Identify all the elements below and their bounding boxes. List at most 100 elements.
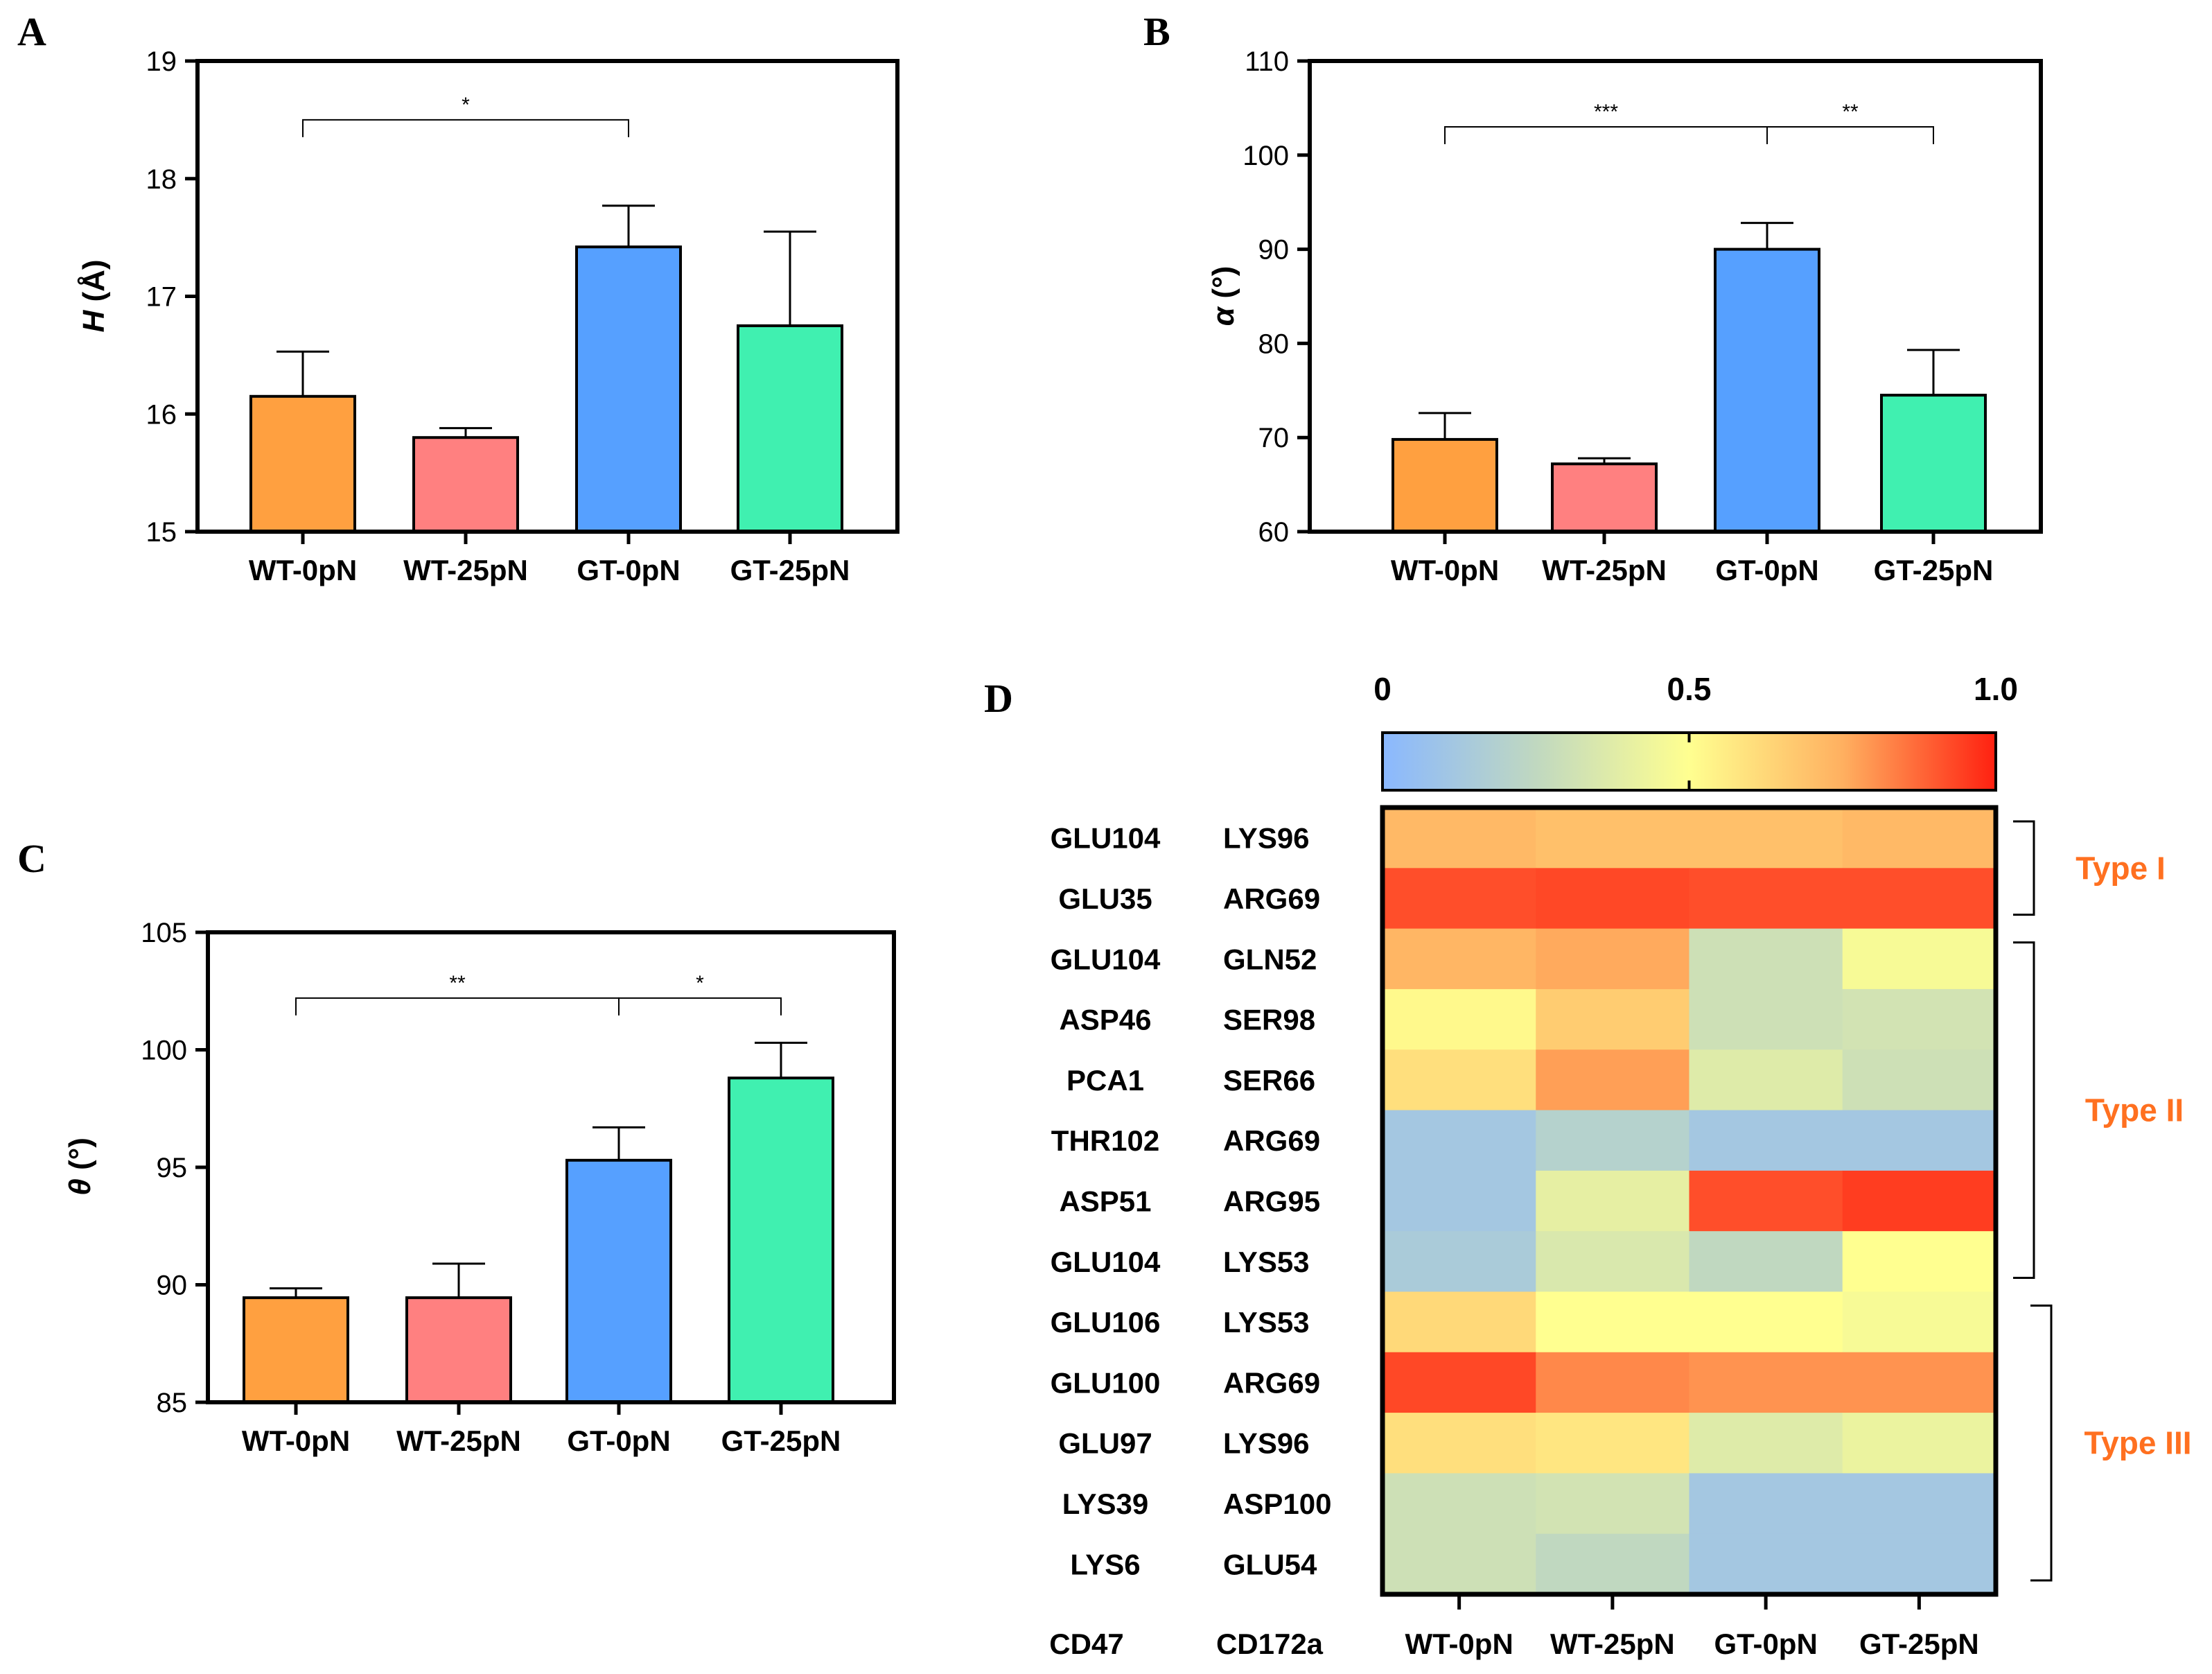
row-label-cd172a-3: SER98 xyxy=(1223,1004,1315,1036)
heatmap-cell-12-0 xyxy=(1382,1533,1536,1595)
chart-b-bar-2 xyxy=(1714,247,1820,533)
chart-b-ytick-label-3: 90 xyxy=(1258,235,1290,265)
heatmap-cell-10-1 xyxy=(1536,1413,1689,1474)
column-header-cd47: CD47 xyxy=(1049,1628,1123,1660)
heatmap-cell-0-2 xyxy=(1689,808,1843,869)
heatmap-cell-9-2 xyxy=(1689,1352,1843,1413)
chart-a-significance-label-0: * xyxy=(462,94,470,116)
chart-b-frame xyxy=(1308,59,2043,534)
heatmap-cell-8-0 xyxy=(1382,1291,1536,1353)
heatmap-cell-5-3 xyxy=(1842,1110,1996,1171)
row-label-cd47-0: GLU104 xyxy=(1051,822,1161,855)
chart-b-ytick-label-2: 80 xyxy=(1258,329,1290,359)
heatmap-cell-8-2 xyxy=(1689,1291,1843,1353)
chart-b-ytick-label-5: 110 xyxy=(1245,46,1289,77)
row-label-cd47-7: GLU104 xyxy=(1051,1246,1161,1278)
heatmap-cell-12-3 xyxy=(1842,1533,1996,1595)
heatmap-cell-11-3 xyxy=(1842,1473,1996,1535)
heatmap-xtick-label-0: WT-0pN xyxy=(1405,1628,1513,1660)
colorbar-tick-label-0: 0 xyxy=(1373,671,1392,707)
chart-b-ytick-label-0: 60 xyxy=(1258,517,1290,548)
heatmap-xtick-label-3: GT-25pN xyxy=(1859,1628,1979,1660)
heatmap-cell-3-1 xyxy=(1536,988,1689,1050)
row-label-cd172a-12: GLU54 xyxy=(1223,1548,1317,1580)
heatmap-cell-6-1 xyxy=(1536,1170,1689,1232)
group-bracket-1 xyxy=(2013,941,2035,1279)
row-label-cd47-2: GLU104 xyxy=(1051,943,1161,975)
heatmap-cell-3-3 xyxy=(1842,988,1996,1050)
group-bracket-2 xyxy=(2030,1304,2053,1582)
heatmap-cell-0-1 xyxy=(1536,808,1689,869)
heatmap-cell-0-3 xyxy=(1842,808,1996,869)
row-label-cd47-5: THR102 xyxy=(1051,1124,1159,1157)
chart-c-significance-label-1: * xyxy=(696,972,704,995)
group-label-0: Type I xyxy=(2075,850,2166,886)
heatmap-cell-10-2 xyxy=(1689,1413,1843,1474)
row-label-cd172a-4: SER66 xyxy=(1223,1064,1315,1097)
chart-c-significance-bracket-0 xyxy=(295,997,620,1015)
panel-label-b: B xyxy=(1143,9,1170,54)
colorbar-tick-label-2: 1.0 xyxy=(1974,671,2018,707)
chart-a-ylabel: H (Å) xyxy=(77,259,111,332)
heatmap-cell-4-2 xyxy=(1689,1049,1843,1111)
chart-c-ytick-label-1: 90 xyxy=(157,1271,188,1301)
chart-c-significance: ** * xyxy=(295,972,782,1015)
chart-a-bar-1 xyxy=(412,436,519,534)
chart-b-xtick-label-0: WT-0pN xyxy=(1391,554,1499,586)
row-label-cd47-10: GLU97 xyxy=(1058,1427,1152,1460)
row-label-cd47-1: GLU35 xyxy=(1058,882,1152,915)
heatmap-cell-5-0 xyxy=(1382,1110,1536,1171)
heatmap-cell-7-3 xyxy=(1842,1231,1996,1292)
chart-c-ytick-label-0: 85 xyxy=(157,1388,188,1418)
heatmap-cell-9-3 xyxy=(1842,1352,1996,1413)
heatmap-cell-8-3 xyxy=(1842,1291,1996,1353)
panel-label-a: A xyxy=(17,9,46,54)
row-label-cd172a-11: ASP100 xyxy=(1223,1488,1331,1520)
chart-b-xtick-label-1: WT-25pN xyxy=(1542,554,1667,586)
chart-c-ylabel-unit: (°) xyxy=(63,1137,97,1178)
row-label-cd172a-1: ARG69 xyxy=(1223,882,1320,915)
heatmap-cell-1-0 xyxy=(1382,868,1536,930)
chart-b-significance-bracket-1 xyxy=(1766,126,1934,145)
chart-b-ylabel: α (°) xyxy=(1206,266,1240,326)
chart-a-significance-bracket-0 xyxy=(302,119,629,137)
chart-a-x-ticks: WT-0pN WT-25pN GT-0pN GT-25pN xyxy=(249,532,850,586)
heatmap-cell-10-3 xyxy=(1842,1413,1996,1474)
heatmap-cells xyxy=(1382,808,1996,1595)
heatmap-cell-3-2 xyxy=(1689,988,1843,1050)
chart-b-significance: *** ** xyxy=(1444,101,1934,145)
chart-c-ytick-label-3: 100 xyxy=(141,1036,187,1066)
chart-a-ylabel-unit: (Å) xyxy=(77,259,111,310)
heatmap-cell-7-2 xyxy=(1689,1231,1843,1292)
heatmap-cell-1-2 xyxy=(1689,868,1843,930)
group-label-1: Type II xyxy=(2085,1092,2184,1128)
chart-a-xtick-label-3: GT-25pN xyxy=(730,554,850,586)
chart-b-ylabel-var: α xyxy=(1206,306,1240,326)
heatmap-cell-4-0 xyxy=(1382,1049,1536,1111)
heatmap-frame xyxy=(1380,805,1999,1597)
row-label-cd172a-0: LYS96 xyxy=(1223,822,1310,855)
chart-a-ytick-label-3: 18 xyxy=(146,164,177,195)
chart-c-errorbars xyxy=(270,1041,807,1298)
chart-c-bar-1 xyxy=(405,1296,512,1404)
chart-b-xtick-label-3: GT-25pN xyxy=(1874,554,1994,586)
chart-a-ytick-label-4: 19 xyxy=(146,46,177,77)
row-label-cd47-6: ASP51 xyxy=(1059,1185,1151,1218)
heatmap-cell-12-1 xyxy=(1536,1533,1689,1595)
chart-c-xtick-label-1: WT-25pN xyxy=(396,1424,521,1457)
row-label-cd172a-10: LYS96 xyxy=(1223,1427,1310,1460)
chart-c-xtick-label-0: WT-0pN xyxy=(242,1424,350,1457)
heatmap-cell-10-0 xyxy=(1382,1413,1536,1474)
heatmap-xtick-label-2: GT-0pN xyxy=(1714,1628,1817,1660)
heatmap-cell-7-1 xyxy=(1536,1231,1689,1292)
chart-b-bar-1 xyxy=(1551,462,1658,533)
heatmap-cell-3-0 xyxy=(1382,988,1536,1050)
row-label-cd172a-7: LYS53 xyxy=(1223,1246,1310,1278)
colorbar-ticks: 0 0.5 1.0 xyxy=(1373,671,2018,790)
chart-a-ytick-label-1: 16 xyxy=(146,399,177,430)
chart-a-ylabel-var: H xyxy=(77,310,111,333)
chart-b-bar-3 xyxy=(1880,394,1987,534)
chart-a-bar-2 xyxy=(575,245,682,533)
chart-b-errorbars xyxy=(1419,222,1960,464)
heatmap-cell-5-1 xyxy=(1536,1110,1689,1171)
